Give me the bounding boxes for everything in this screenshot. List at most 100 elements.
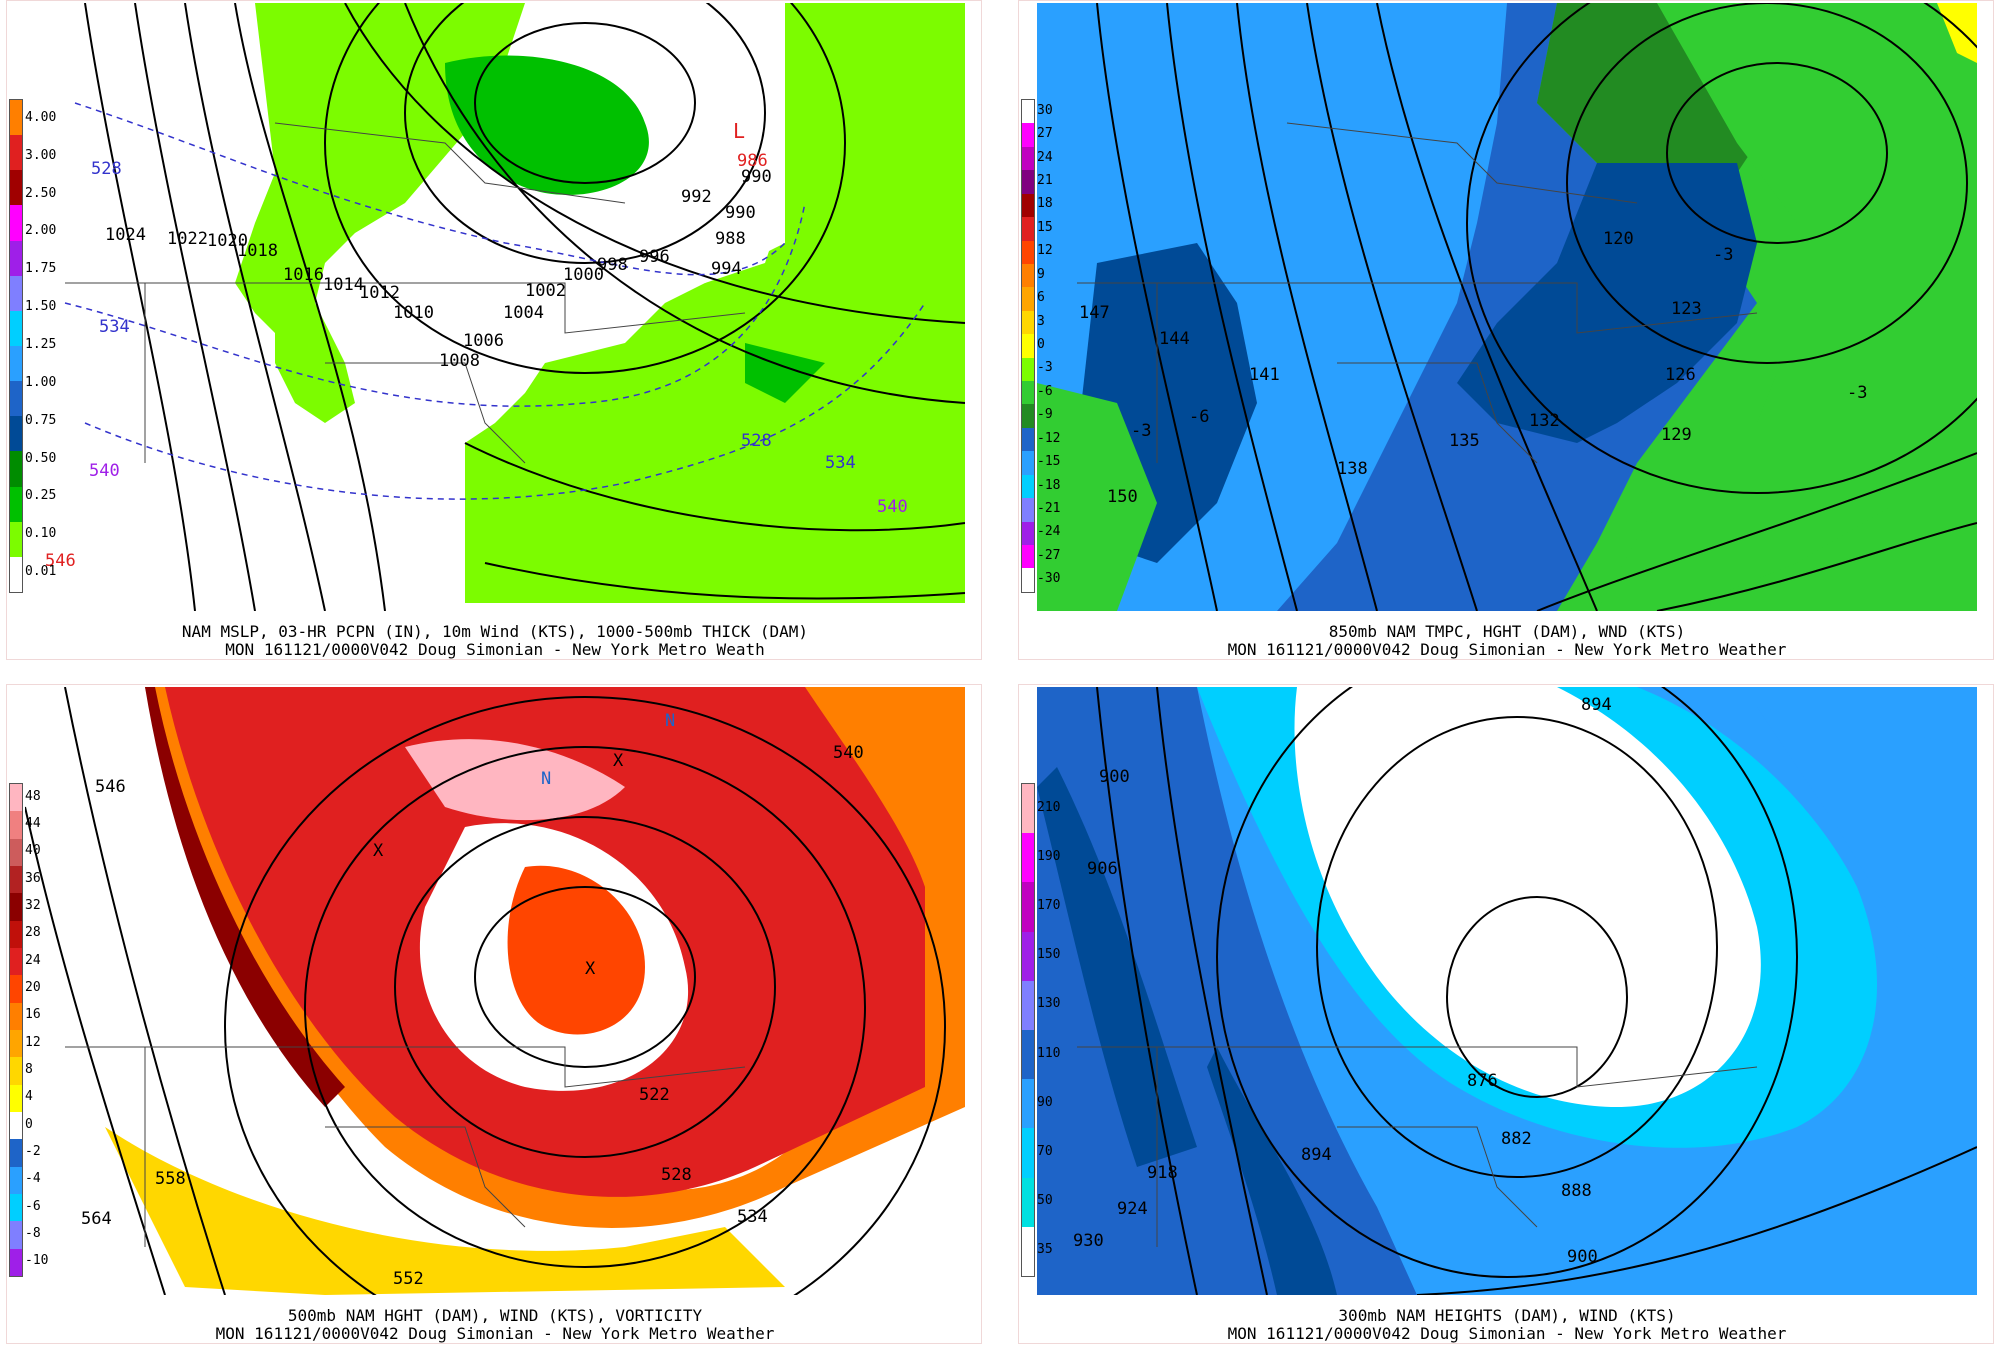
colorbar-segment (1022, 498, 1034, 522)
temp-label: -3 (1847, 383, 1868, 403)
colorbar-segment (10, 1166, 22, 1194)
height-label: 552 (393, 1269, 424, 1289)
colorbar-segment (1022, 170, 1034, 194)
colorbar-label: 9 (1037, 266, 1045, 282)
colorbar-label: 190 (1037, 848, 1061, 864)
height-label: 120 (1603, 229, 1634, 249)
colorbar-segment (1022, 334, 1034, 358)
colorbar-segment (10, 865, 22, 894)
vorticity-min-marker: N (665, 711, 676, 731)
height-label: 144 (1159, 329, 1190, 349)
colorbar-segment (1022, 146, 1034, 171)
isobar-label: 1020 (207, 231, 248, 251)
panel-title: 850mb NAM TMPC, HGHT (DAM), WND (KTS) (1328, 622, 1686, 641)
height-label: 918 (1147, 1163, 1178, 1183)
height-label: 906 (1087, 859, 1118, 879)
height-label: 876 (1467, 1071, 1498, 1091)
colorbar-segment (1022, 287, 1034, 311)
isobar-label: 1010 (393, 303, 434, 323)
h500-map: 546 540 534 528 522 552 558 564 X X X N … (25, 687, 965, 1295)
colorbar-segment (1022, 1029, 1034, 1080)
colorbar-label: 0.75 (25, 412, 57, 428)
low-pressure-value: 986 (737, 151, 768, 171)
colorbar-label: 16 (25, 1007, 41, 1023)
colorbar-segment (1022, 310, 1034, 335)
colorbar-segment (10, 1002, 22, 1030)
t850-panel: 150 147 144 141 138 135 132 129 126 123 … (1018, 0, 1994, 660)
height-label: 564 (81, 1209, 112, 1229)
panel-subtitle: MON 161121/0000V042 Doug Simonian - New … (1227, 640, 1787, 659)
colorbar-label: -6 (1037, 383, 1053, 399)
colorbar-segment (10, 784, 22, 812)
colorbar-segment (10, 1193, 22, 1222)
colorbar-segment (10, 920, 22, 948)
colorbar-segment (1022, 193, 1034, 218)
temp-label: -3 (1713, 245, 1734, 265)
colorbar-label: 2.50 (25, 185, 57, 201)
colorbar-label: 130 (1037, 996, 1061, 1012)
colorbar-segment (10, 170, 22, 206)
colorbar-segment (10, 1111, 22, 1140)
colorbar-segment (10, 345, 22, 382)
colorbar-label: 3.00 (25, 147, 57, 163)
isobar-label: 1012 (359, 283, 400, 303)
colorbar-segment (10, 135, 22, 171)
colorbar-label: -21 (1037, 501, 1061, 516)
colorbar-segment (10, 947, 22, 976)
vorticity-max-marker: X (613, 751, 624, 771)
colorbar-segment (10, 1139, 22, 1167)
height-label: 894 (1581, 695, 1612, 715)
colorbar-segment (1022, 833, 1034, 883)
height-label: 132 (1529, 411, 1560, 431)
colorbar-label: -18 (1037, 477, 1061, 493)
panel-title: NAM MSLP, 03-HR PCPN (IN), 10m Wind (KTS… (181, 622, 809, 641)
height-label: 138 (1337, 459, 1368, 479)
colorbar-label: 8 (25, 1062, 33, 1077)
colorbar-label: 210 (1037, 799, 1061, 815)
isobar-label: 1004 (503, 303, 544, 323)
colorbar-segment (1022, 784, 1034, 834)
colorbar-segment (10, 1248, 22, 1276)
thickness-label: 540 (877, 497, 908, 517)
colorbar-label: 24 (25, 952, 41, 968)
colorbar-label: 90 (1037, 1094, 1053, 1110)
colorbar-label: 1.75 (25, 261, 57, 277)
colorbar-segment (10, 893, 22, 921)
colorbar-label: 30 (1037, 102, 1053, 118)
isobar-label: 1018 (237, 241, 278, 261)
height-label: 540 (833, 743, 864, 763)
colorbar-label: 1.50 (25, 299, 57, 315)
wind-speed-colorbar (1021, 783, 1035, 1277)
colorbar-label: 27 (1037, 126, 1053, 142)
colorbar-segment (1022, 980, 1034, 1030)
colorbar-segment (10, 310, 22, 346)
colorbar-segment (10, 381, 22, 417)
colorbar-label: 15 (1037, 219, 1053, 235)
colorbar-segment (1022, 1226, 1034, 1276)
colorbar-label: 150 (1037, 947, 1061, 963)
colorbar-label: 0 (25, 1116, 33, 1132)
temp-label: -3 (1131, 421, 1152, 441)
isobar-label: 1016 (283, 265, 324, 285)
h300-panel: 900 906 918 924 930 894 894 888 882 876 … (1018, 684, 1994, 1344)
isobar-label: 1008 (439, 351, 480, 371)
thickness-label: 540 (89, 461, 120, 481)
colorbar-segment (1022, 1079, 1034, 1129)
colorbar-label: 48 (25, 788, 41, 804)
colorbar-label: 70 (1037, 1144, 1053, 1159)
low-pressure-marker: L (733, 119, 746, 143)
colorbar-segment (1022, 451, 1034, 475)
colorbar-label: 0 (1037, 337, 1045, 352)
height-label: 522 (639, 1085, 670, 1105)
colorbar-label: 110 (1037, 1045, 1061, 1061)
isobar-label: 996 (639, 247, 670, 267)
height-label: 894 (1301, 1145, 1332, 1165)
height-label: 888 (1561, 1181, 1592, 1201)
colorbar-label: 2.00 (25, 223, 57, 239)
colorbar-label: 170 (1037, 898, 1061, 913)
temperature-colorbar (1021, 99, 1035, 593)
colorbar-label: -15 (1037, 454, 1061, 470)
colorbar-segment (1022, 123, 1034, 147)
colorbar-label: 20 (25, 980, 41, 995)
colorbar-label: 0.25 (25, 488, 57, 504)
